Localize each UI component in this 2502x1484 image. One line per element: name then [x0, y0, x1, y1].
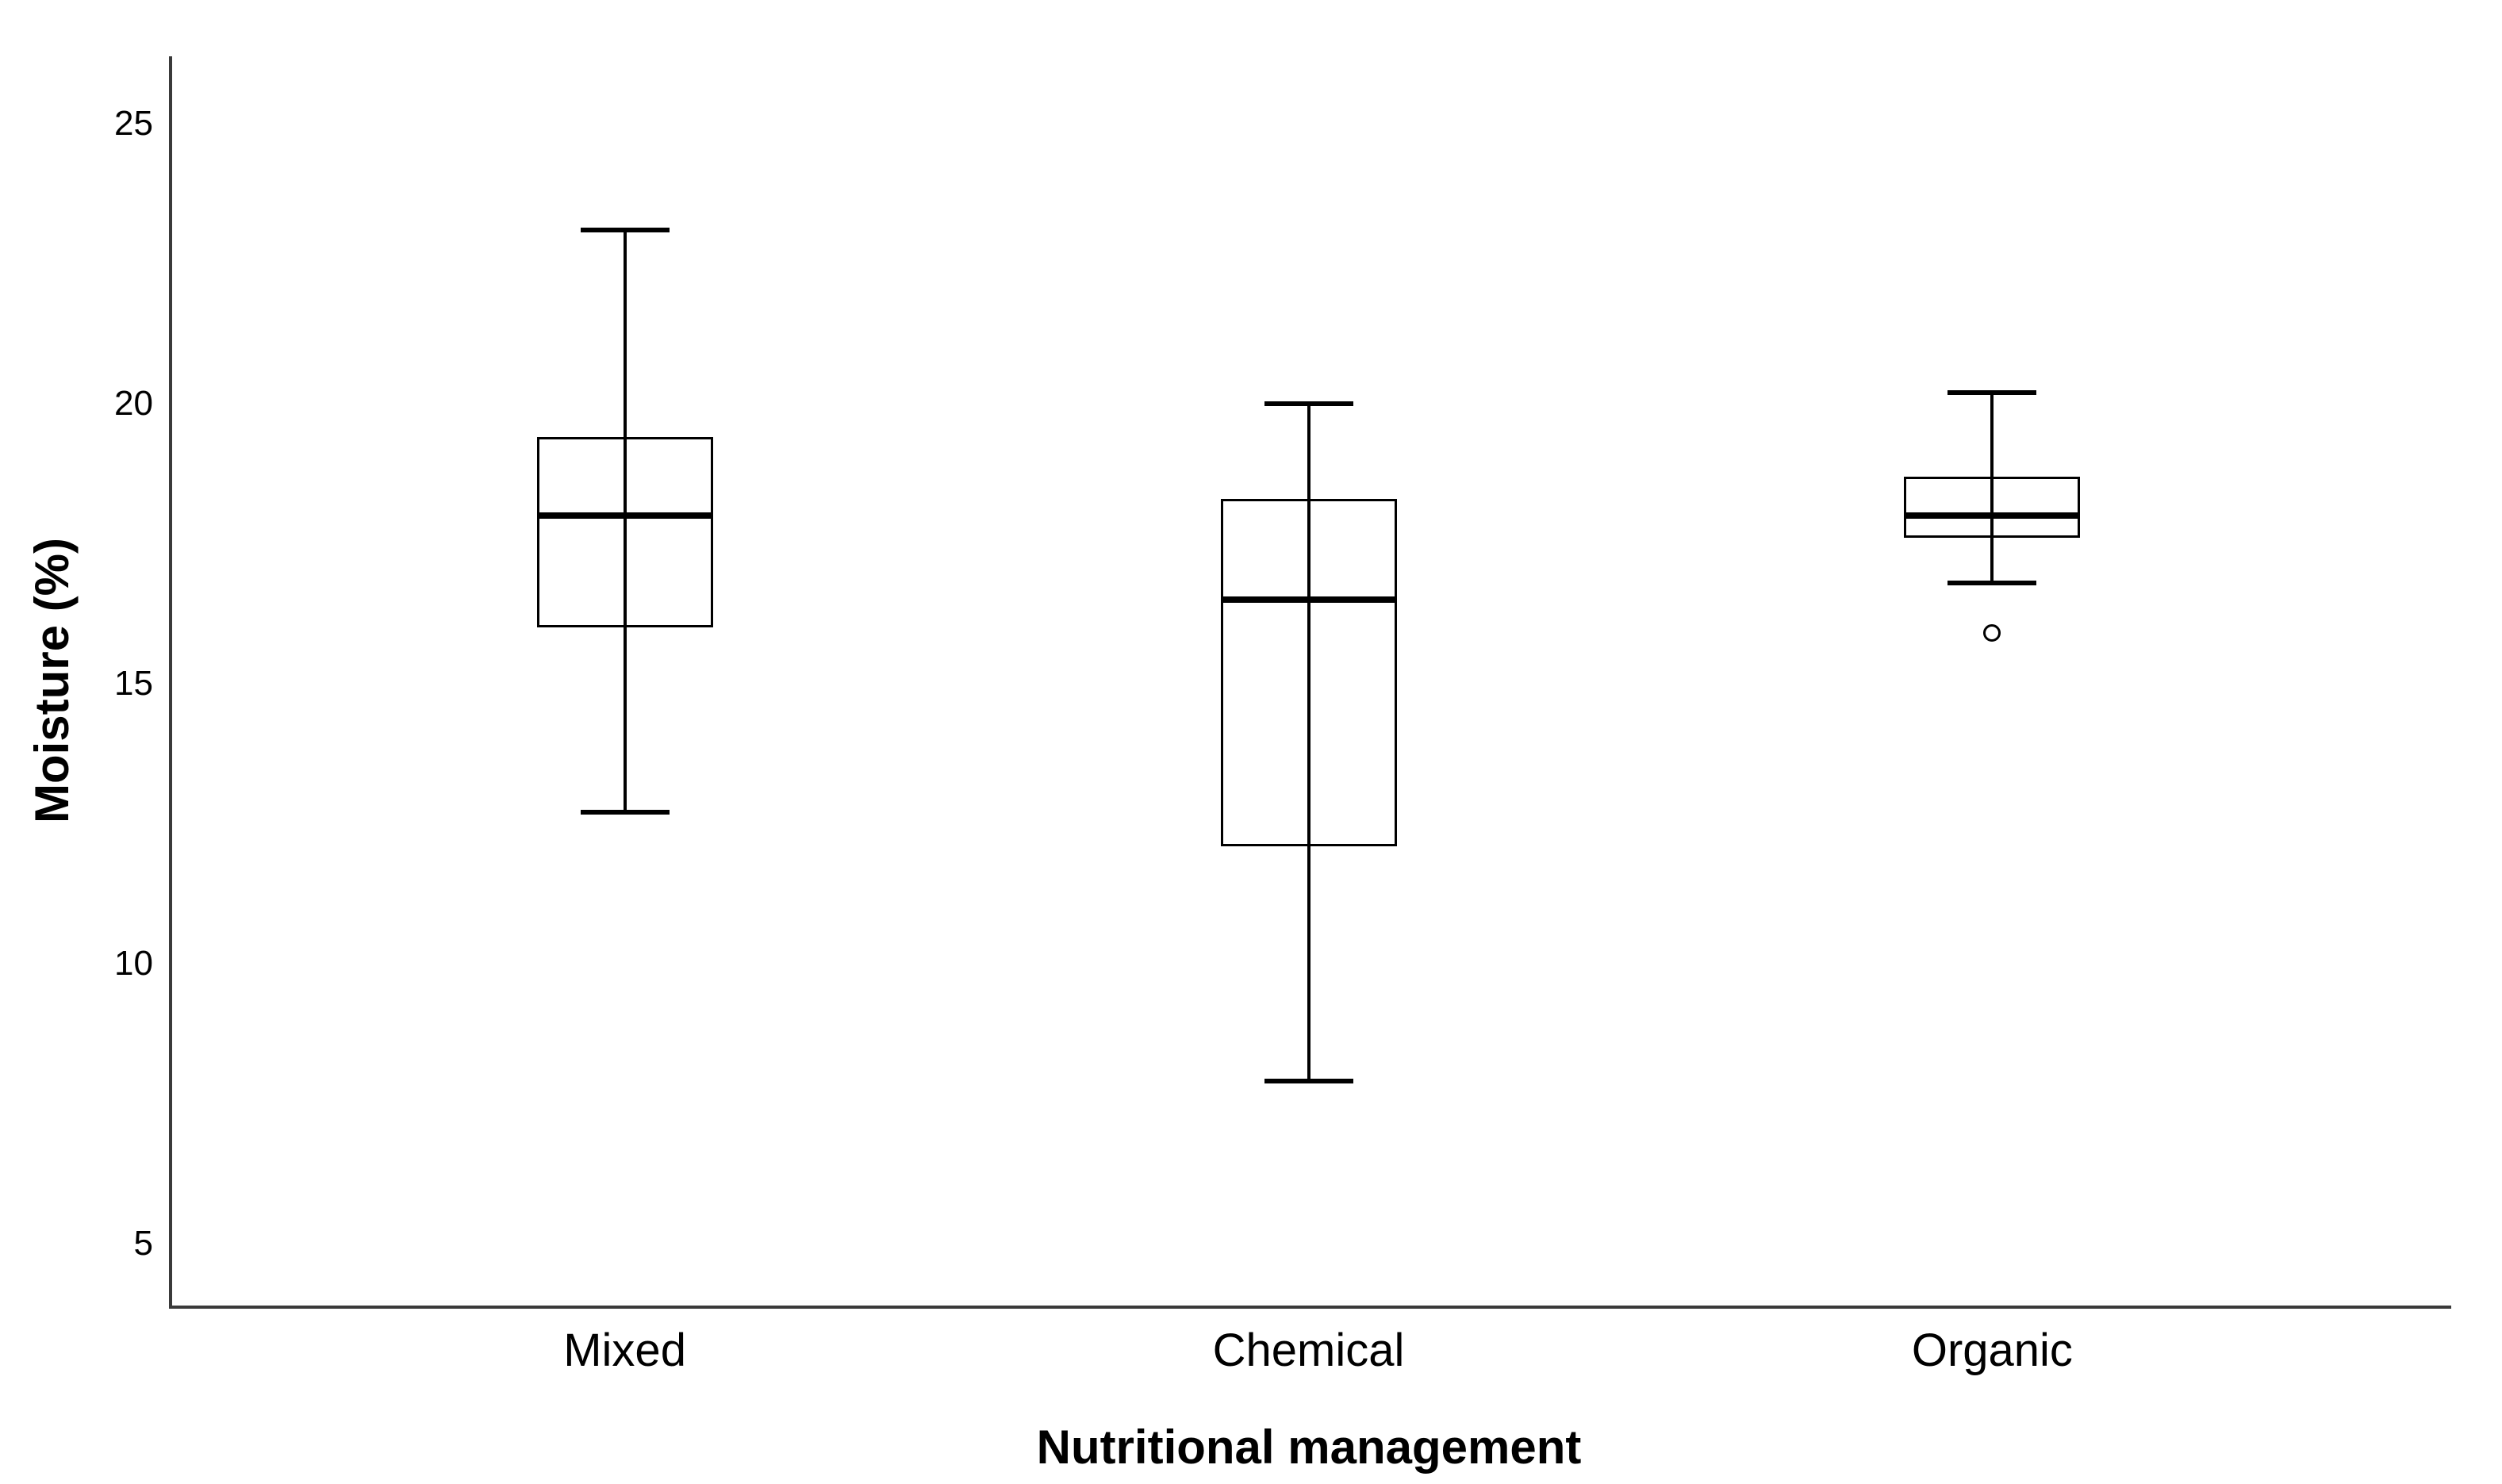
whisker-cap-top	[1264, 401, 1353, 406]
whisker-cap-top	[1947, 389, 2037, 395]
box-chemical	[1220, 498, 1397, 846]
x-axis-title: Nutritional management	[1036, 1421, 1582, 1474]
box-organic	[1904, 476, 2081, 539]
median-line	[536, 512, 713, 520]
y-tick-label: 15	[114, 664, 153, 704]
whisker-cap-bottom	[1947, 580, 2037, 585]
y-tick-label: 5	[133, 1224, 153, 1264]
median-line	[1220, 596, 1397, 604]
x-category-label: Organic	[1911, 1325, 2073, 1376]
whisker-cap-top	[580, 227, 670, 232]
median-line	[1904, 512, 2081, 520]
x-category-label: Chemical	[1212, 1325, 1405, 1376]
outlier-point	[1983, 624, 2001, 642]
whisker-stem	[1307, 403, 1310, 1082]
y-tick-label: 20	[114, 383, 153, 423]
x-category-label: Mixed	[563, 1325, 686, 1376]
y-tick-label: 10	[114, 944, 153, 984]
plot-area	[169, 56, 2451, 1309]
whisker-cap-bottom	[580, 810, 670, 815]
y-tick-label: 25	[114, 103, 153, 143]
whisker-stem	[1990, 392, 1994, 583]
box-mixed	[536, 437, 713, 628]
whisker-stem	[623, 229, 627, 813]
whisker-cap-bottom	[1264, 1079, 1353, 1084]
